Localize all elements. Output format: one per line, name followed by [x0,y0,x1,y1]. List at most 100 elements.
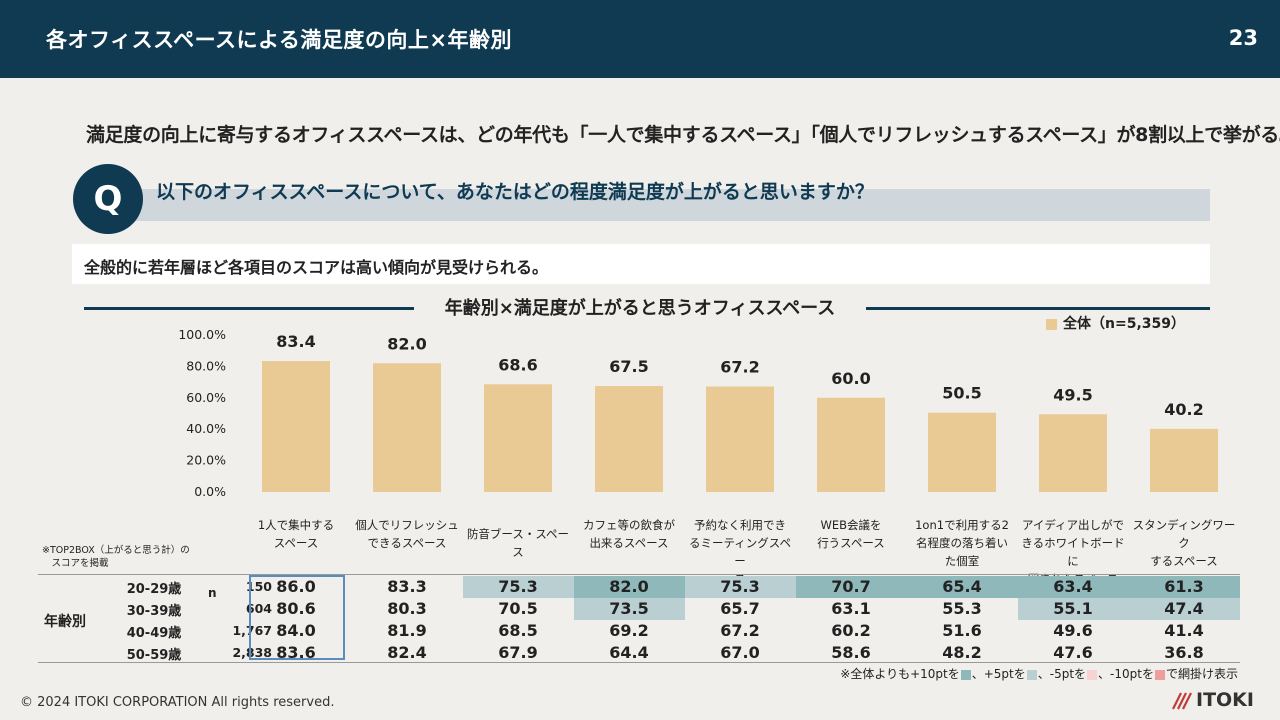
category-label-line: できるスペース [367,536,447,550]
logo-mark-icon [1172,692,1192,710]
shade-legend-plus5: 、+5ptを [971,667,1026,681]
y-tick-label: 60.0% [186,390,226,405]
table-row: 50-59歳 2,838 83.6 82.4 67.9 64.4 67.0 58.6 48.2 4… [38,642,1240,664]
table-cell: 82.0 [573,576,685,598]
category-label-line: 出来るスペース [589,536,669,550]
table-cell: 80.3 [387,599,427,618]
swatch-plus5 [1026,669,1037,680]
category-label: 1on1で利用する2 名程度の落ち着い た個室 [909,516,1015,570]
table-cell: 65.7 [720,599,760,618]
table-cell: 65.4 [906,576,1018,598]
y-tick-label: 0.0% [194,484,226,499]
category-label: 予約なく利用できるミーティングスペース [687,516,793,588]
category-label-line: スタンディングワーク [1132,518,1236,550]
bar-value-label: 60.0 [831,369,870,388]
category-label-line: るミーティングスペー [688,536,791,568]
shade-legend: ※全体よりも+10ptを 、+5ptを 、-5ptを 、-10ptを で網掛け表示 [840,665,1238,682]
swatch-minus5 [1087,669,1098,680]
category-label: カフェ等の飲食が 出来るスペース [576,516,682,552]
category-label-line: アイディア出しがで [1021,518,1125,532]
table-cell: 47.4 [1128,598,1240,620]
note-text: 全般的に若年層ほど各項目のスコアは高い傾向が見受けられる。 [84,258,549,277]
bar [928,412,996,492]
table-cell: 58.6 [831,643,871,662]
bar-value-label: 49.5 [1053,385,1092,404]
age-label: 20-29歳 [126,582,182,597]
table-cell: 63.4 [1017,576,1129,598]
bar-value-label: 67.2 [720,357,759,376]
table-cell: 82.4 [387,643,427,662]
category-label: 1人で集中する スペース [243,516,349,552]
table-cell: 70.5 [498,599,538,618]
category-label-line: 1on1で利用する2 [915,518,1009,532]
table-cell: 83.3 [387,577,427,596]
sample-size: 1,767 [232,623,272,638]
chart-legend: 全体（n=5,359） [1046,313,1185,333]
category-label-line: た個室 [944,554,980,568]
table-cell: 60.2 [831,621,871,640]
bar-value-label: 50.5 [942,384,981,403]
table-note-line: スコアを掲載 [42,558,109,569]
table-cell: 69.2 [609,621,649,640]
table-note: ※TOP2BOX（上がると思う計）の スコアを掲載 [42,544,190,570]
table-cell: 84.0 [276,621,316,640]
question-band [118,189,1210,221]
shade-legend-minus10: 、-10ptを [1098,667,1154,681]
category-label-line: きるホワイトボードに [1021,536,1125,568]
table-cell: 86.0 [276,577,316,596]
table-cell: 68.5 [498,621,538,640]
shade-legend-prefix: ※全体よりも+10ptを [840,667,960,681]
legend-label: 全体（n=5,359） [1063,316,1185,332]
question-icon: Q [73,164,143,234]
bar [484,384,552,492]
table-cell: 67.9 [498,643,538,662]
table-cell: 55.3 [942,599,982,618]
table-note-line: ※TOP2BOX（上がると思う計）の [42,545,190,556]
table-cell: 80.6 [276,599,316,618]
category-label-line: 名程度の落ち着い [916,536,1008,550]
y-tick-label: 80.0% [186,358,226,373]
category-label-line: 1人で集中する [257,518,335,532]
table-bottom-rule [38,662,1240,663]
category-label: スタンディングワーク するスペース [1131,516,1237,570]
sample-size: 150 [245,579,272,594]
table-cell: 83.6 [276,643,316,662]
sample-size: 2,838 [232,645,272,660]
swatch-plus10 [960,669,971,680]
bar [373,363,441,492]
bar-value-label: 83.4 [276,332,315,351]
table-row: 40-49歳 1,767 84.0 81.9 68.5 69.2 67.2 60.2 51.6 4… [38,620,1240,642]
table-cell: 73.5 [573,598,685,620]
category-label-line: スペース [273,536,319,550]
table-cell: 36.8 [1164,643,1204,662]
copyright: © 2024 ITOKI CORPORATION All rights rese… [20,695,335,710]
category-label: 防音ブース・スペース [465,525,571,561]
table-cell: 51.6 [942,621,982,640]
bar [706,386,774,492]
category-label-line: カフェ等の飲食が [583,518,675,532]
table-cell: 70.7 [795,576,907,598]
age-label: 40-49歳 [126,626,182,641]
bar [1039,414,1107,492]
bar [595,386,663,492]
swatch-minus10 [1154,669,1165,680]
n-column-header: n [208,586,217,600]
age-label: 30-39歳 [126,604,182,619]
bar [262,361,330,492]
category-label-line: 行うスペース [817,536,885,550]
y-tick-label: 20.0% [186,453,226,468]
summary-text: 満足度の向上に寄与するオフィススペースは、どの年代も「一人で集中するスペース」「… [86,124,1280,146]
bar-value-label: 40.2 [1164,400,1203,419]
age-group-label: 年齢別 [44,614,86,630]
shade-legend-suffix: で網掛け表示 [1165,667,1238,681]
table-cell: 61.3 [1128,576,1240,598]
age-label: 50-59歳 [126,648,182,663]
table-cell: 67.2 [720,621,760,640]
page-number: 23 [1228,26,1258,50]
table-cell: 64.4 [609,643,649,662]
shade-legend-minus5: 、-5ptを [1037,667,1087,681]
category-label-line: 個人でリフレッシュ [355,518,459,532]
sample-size: 604 [245,601,272,616]
bar-value-label: 82.0 [387,334,426,353]
company-logo: ITOKI [1172,688,1260,714]
